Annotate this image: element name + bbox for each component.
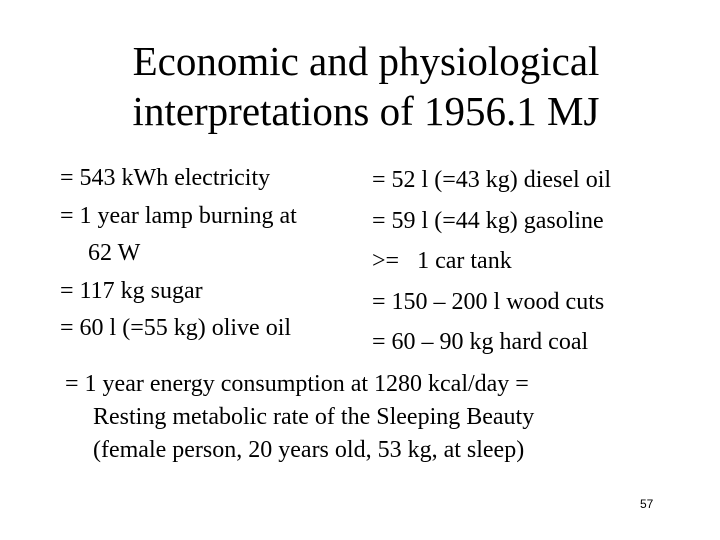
title-line-2: interpretations of 1956.1 MJ xyxy=(132,88,600,134)
bottom-line-2: Resting metabolic rate of the Sleeping B… xyxy=(93,404,535,430)
left-item-sugar: = 117 kg sugar xyxy=(60,277,203,304)
title-line-1: Economic and physiological xyxy=(132,38,600,84)
left-item-electricity: = 543 kWh electricity xyxy=(60,165,271,191)
left-item-olive-oil: = 60 l (=55 kg) olive oil xyxy=(60,315,292,341)
right-item-car-tank: >= 1 car tank xyxy=(372,248,512,274)
right-item-wood: = 150 – 200 l wood cuts xyxy=(372,288,605,315)
right-column: = 52 l (=43 kg) diesel oil = 59 l (=44 k… xyxy=(372,160,611,363)
right-item-gasoline: = 59 l (=44 kg) gasoline xyxy=(372,207,604,234)
slide-title: Economic and physiological interpretatio… xyxy=(0,36,720,136)
right-item-coal: = 60 – 90 kg hard coal xyxy=(372,329,589,355)
right-item-diesel: = 52 l (=43 kg) diesel oil xyxy=(372,167,612,193)
bottom-line-3: (female person, 20 years old, 53 kg, at … xyxy=(93,437,525,463)
page-number: 57 xyxy=(640,497,654,511)
left-item-lamp-watts: 62 W xyxy=(88,240,141,266)
bottom-line-1: = 1 year energy consumption at 1280 kcal… xyxy=(65,371,529,397)
energy-consumption-block: = 1 year energy consumption at 1280 kcal… xyxy=(65,368,534,467)
left-item-lamp: = 1 year lamp burning at xyxy=(60,202,297,229)
left-column: = 543 kWh electricity = 1 year lamp burn… xyxy=(60,160,297,348)
